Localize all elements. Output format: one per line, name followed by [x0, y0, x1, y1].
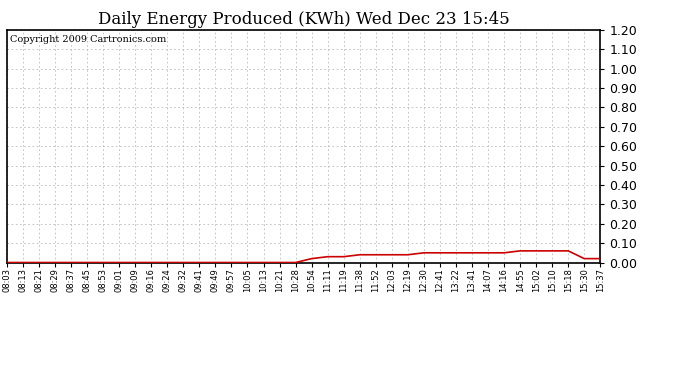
Title: Daily Energy Produced (KWh) Wed Dec 23 15:45: Daily Energy Produced (KWh) Wed Dec 23 1…	[98, 12, 509, 28]
Text: Copyright 2009 Cartronics.com: Copyright 2009 Cartronics.com	[10, 34, 166, 44]
